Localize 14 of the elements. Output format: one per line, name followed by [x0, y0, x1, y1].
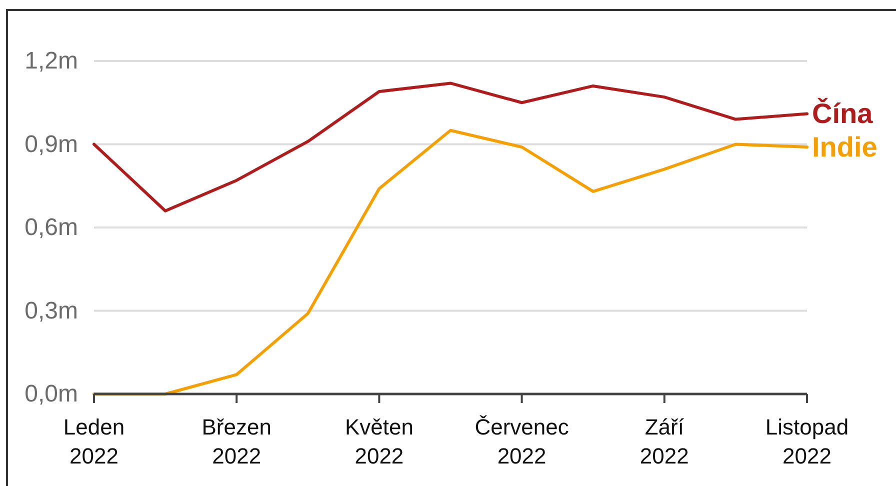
y-tick-label: 0,6m — [24, 214, 78, 241]
series-label: Indie — [812, 132, 878, 163]
y-tick-label: 0,9m — [24, 130, 78, 158]
x-tick-label: Březen 2022 — [202, 414, 272, 468]
x-tick-label: Září 2022 — [640, 414, 689, 468]
y-tick-label: 1,2m — [24, 48, 78, 74]
x-tick-label: Květen 2022 — [344, 414, 414, 468]
y-tick-label: 0,3m — [24, 297, 78, 324]
line-series — [92, 82, 808, 212]
x-tick-label: Leden 2022 — [63, 414, 125, 468]
series-label: Čína — [812, 97, 874, 130]
x-tick-label: Červenec 2022 — [474, 414, 569, 468]
y-tick-label: 0,0m — [24, 380, 78, 408]
x-tick-label: Listopad 2022 — [765, 414, 849, 468]
